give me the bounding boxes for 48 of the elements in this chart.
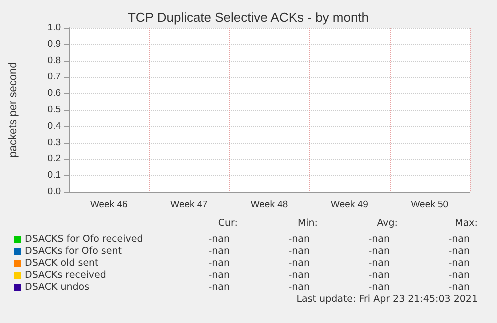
text: -nan bbox=[448, 258, 470, 270]
y-tick-label: 0.5 bbox=[48, 104, 61, 116]
text: -nan bbox=[288, 234, 310, 246]
text: -nan bbox=[288, 282, 310, 294]
x-tick-label: Week 50 bbox=[411, 200, 449, 210]
text: -nan bbox=[208, 234, 230, 246]
y-tick-label: 0.8 bbox=[48, 55, 61, 66]
text: -nan bbox=[368, 246, 390, 258]
y-tick-label: 0.6 bbox=[48, 88, 61, 100]
text: -nan bbox=[448, 246, 470, 258]
text: -nan bbox=[208, 258, 230, 270]
y-tick-label: 0.0 bbox=[48, 186, 61, 198]
y-tick-label: 0.2 bbox=[48, 154, 61, 165]
text: -nan bbox=[288, 246, 310, 258]
x-tick-label: Week 48 bbox=[250, 200, 288, 210]
text: Last update: Fri Apr 23 21:45:03 2021 bbox=[296, 294, 478, 306]
legend-label: DSACKs received bbox=[25, 270, 106, 282]
text: -nan bbox=[368, 234, 390, 246]
legend-label: DSACKs for Ofo sent bbox=[25, 246, 122, 258]
text: -nan bbox=[368, 258, 390, 270]
text: -nan bbox=[288, 258, 310, 270]
y-tick-label: 0.3 bbox=[48, 137, 61, 148]
text: -nan bbox=[368, 282, 390, 294]
x-tick-label: Week 47 bbox=[170, 200, 208, 210]
y-tick-label: 0.1 bbox=[48, 170, 61, 182]
y-tick-label: 0.7 bbox=[48, 72, 61, 83]
text: Max: bbox=[455, 218, 478, 230]
x-tick-label: Week 49 bbox=[331, 200, 368, 210]
y-tick-label: 1.0 bbox=[48, 22, 61, 34]
text: Min: bbox=[298, 218, 318, 230]
text: -nan bbox=[288, 270, 310, 282]
legend-label: DSACKS for Ofo received bbox=[25, 234, 144, 246]
chart-title: TCP Duplicate Selective ACKs - by month bbox=[128, 10, 370, 25]
y-tick-label: 0.9 bbox=[48, 38, 61, 50]
text: -nan bbox=[208, 270, 230, 282]
text: -nan bbox=[368, 270, 390, 282]
y-tick-label: 0.4 bbox=[48, 120, 61, 132]
text: Avg: bbox=[377, 218, 398, 230]
text: -nan bbox=[448, 270, 470, 282]
text: Cur: bbox=[218, 218, 238, 230]
y-axis-title: packets per second bbox=[8, 62, 20, 158]
text: -nan bbox=[448, 234, 470, 246]
legend-label: DSACK undos bbox=[25, 282, 90, 294]
text: -nan bbox=[208, 282, 230, 294]
x-tick-label: Week 46 bbox=[90, 200, 128, 210]
legend-label: DSACK old sent bbox=[25, 258, 99, 270]
text: -nan bbox=[208, 246, 230, 258]
text: -nan bbox=[448, 282, 470, 294]
